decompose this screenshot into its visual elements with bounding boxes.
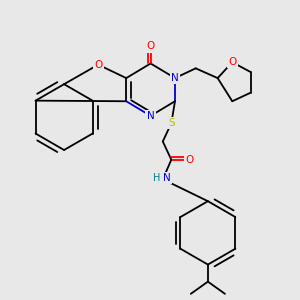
- Text: O: O: [185, 155, 194, 165]
- Text: O: O: [94, 60, 102, 70]
- Text: O: O: [146, 41, 155, 51]
- Text: O: O: [228, 57, 236, 67]
- Text: S: S: [168, 118, 175, 128]
- Text: H: H: [153, 173, 160, 183]
- Text: N: N: [171, 73, 179, 83]
- Text: N: N: [147, 111, 154, 121]
- Text: N: N: [163, 173, 170, 183]
